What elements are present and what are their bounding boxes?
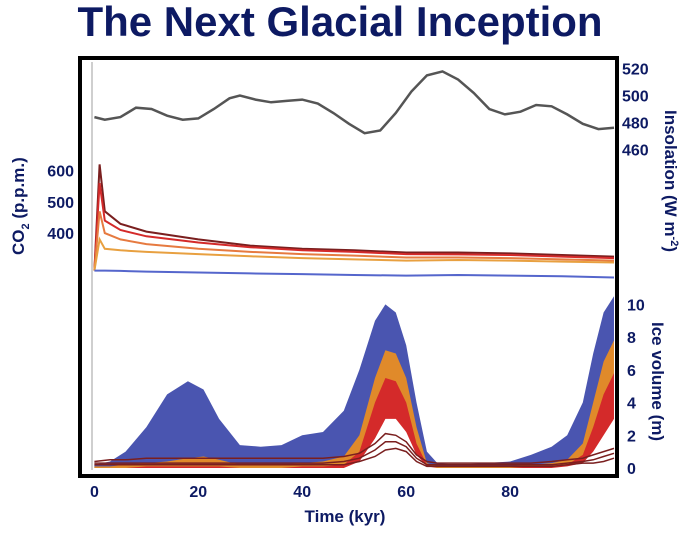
ice-volume-axis-label: Ice volume (m)	[648, 322, 667, 441]
ice-volume-panel	[94, 296, 615, 468]
insolation-line	[94, 70, 615, 135]
insolation-tick: 460	[622, 142, 649, 159]
co2-series-line-0	[93, 164, 615, 271]
ice-tick: 8	[627, 330, 636, 347]
co2-series-line-4	[94, 269, 615, 279]
ice-area-1	[94, 340, 614, 468]
ice-tick: 4	[627, 396, 636, 413]
insolation-tick: 520	[622, 62, 649, 79]
ice-tick: 0	[627, 461, 636, 478]
co2-tick: 500	[47, 195, 74, 212]
x-tick: 0	[90, 484, 99, 501]
ice-tick-labels: 10 8 6 4 2 0	[627, 297, 645, 478]
co2-axis-label: CO2 (p.p.m.)	[9, 157, 32, 255]
co2-series-line-3	[93, 236, 615, 271]
insolation-tick: 500	[622, 89, 649, 106]
x-tick: 80	[501, 484, 519, 501]
ice-line-0	[94, 432, 615, 464]
ice-line-2	[94, 447, 615, 468]
insolation-tick: 480	[622, 115, 649, 132]
co2-series-line-2	[93, 211, 615, 271]
insolation-tick-labels: 520 500 480 460	[622, 62, 649, 160]
ice-area-0	[94, 296, 614, 468]
co2-tick: 600	[47, 164, 74, 181]
ice-line-1	[94, 441, 615, 466]
co2-tick: 400	[47, 226, 74, 243]
insolation-axis-label: Insolation (W m-2)	[661, 110, 680, 252]
co2-panel	[93, 164, 615, 279]
chart-title: The Next Glacial Inception	[77, 0, 602, 45]
x-tick: 60	[397, 484, 415, 501]
x-tick: 40	[293, 484, 311, 501]
insolation-panel	[94, 70, 615, 135]
plot-frame	[78, 56, 619, 478]
co2-series-line-1	[93, 182, 615, 271]
ice-tick: 10	[627, 297, 645, 314]
x-tick-labels: 0 20 40 60 80	[90, 484, 519, 501]
ice-tick: 6	[627, 363, 636, 380]
x-tick: 20	[189, 484, 207, 501]
x-axis-label: Time (kyr)	[305, 507, 386, 526]
ice-tick: 2	[627, 428, 636, 445]
co2-tick-labels: 600 500 400	[47, 164, 74, 244]
